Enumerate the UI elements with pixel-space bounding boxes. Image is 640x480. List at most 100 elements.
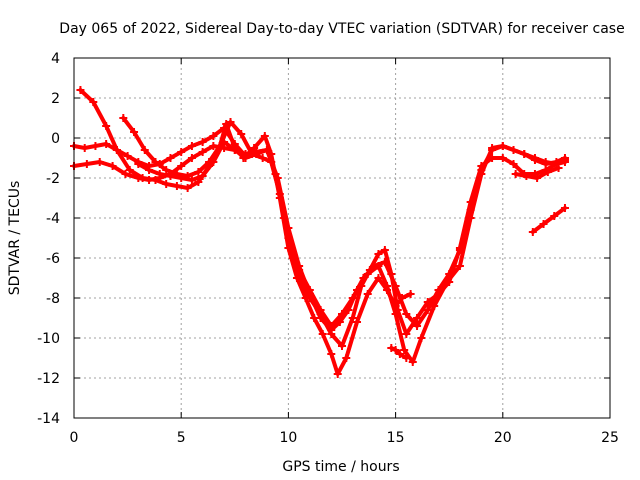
data-point — [125, 166, 134, 174]
data-point — [318, 330, 327, 338]
data-point — [560, 158, 569, 166]
data-point — [151, 158, 160, 166]
data-point — [134, 160, 143, 168]
data-point — [380, 258, 389, 266]
data-point — [560, 204, 569, 212]
data-point — [391, 282, 400, 290]
data-point — [541, 158, 550, 166]
data-point — [102, 140, 111, 148]
data-point — [327, 322, 336, 330]
y-tick-label: -12 — [37, 371, 60, 387]
data-point — [374, 250, 383, 258]
data-point — [509, 146, 518, 154]
data-point — [477, 166, 486, 174]
data-point — [76, 86, 85, 94]
data-point — [530, 154, 539, 162]
y-tick-label: -2 — [46, 171, 60, 187]
data-point — [119, 114, 128, 122]
data-point — [284, 234, 293, 242]
data-point — [455, 262, 464, 270]
data-point — [177, 174, 186, 182]
y-tick-label: -10 — [37, 331, 60, 347]
data-point — [198, 138, 207, 146]
data-point — [162, 180, 171, 188]
data-point — [95, 158, 104, 166]
y-tick-label: -4 — [46, 211, 60, 227]
data-point — [400, 346, 409, 354]
data-point — [402, 330, 411, 338]
data-point — [498, 154, 507, 162]
data-point — [466, 206, 475, 214]
data-point — [391, 310, 400, 318]
data-point — [140, 146, 149, 154]
data-point — [145, 176, 154, 184]
data-point — [316, 314, 325, 322]
data-point — [177, 148, 186, 156]
data-point — [295, 266, 304, 274]
x-tick-label: 0 — [70, 430, 79, 446]
data-point — [262, 146, 271, 154]
data-point — [172, 182, 181, 190]
data-point — [391, 346, 400, 354]
data-point — [162, 166, 171, 174]
data-point — [402, 310, 411, 318]
data-point — [166, 172, 175, 180]
y-axis-title: SDTVAR / TECUs — [7, 181, 23, 296]
data-point — [121, 170, 130, 178]
data-point — [145, 166, 154, 174]
data-point — [220, 138, 229, 146]
data-point — [241, 154, 250, 162]
x-tick-label: 15 — [387, 430, 405, 446]
series-line-track-7 — [530, 206, 567, 234]
data-point — [520, 150, 529, 158]
data-point — [342, 354, 351, 362]
data-point — [511, 170, 520, 178]
data-point — [252, 150, 261, 158]
x-axis-title: GPS time / hours — [282, 459, 399, 475]
data-point — [509, 160, 518, 168]
data-point — [209, 158, 218, 166]
data-point — [187, 154, 196, 162]
ticks: 0 5 10 15 20 25 -14 -12 -10 -8 -6 -4 -2 0 2 4 — [37, 51, 619, 446]
series-line-track-1 — [78, 88, 413, 376]
data-point — [380, 246, 389, 254]
data-point — [543, 168, 552, 176]
data-point — [260, 132, 269, 140]
x-tick-label: 10 — [279, 430, 297, 446]
data-point — [533, 174, 542, 182]
data-point — [194, 168, 203, 176]
data-point — [134, 174, 143, 182]
data-point — [434, 286, 443, 294]
data-point — [327, 350, 336, 358]
plot-frame — [73, 57, 611, 419]
data-point — [226, 118, 235, 126]
data-point — [413, 322, 422, 330]
data-point — [80, 144, 89, 152]
data-point — [209, 132, 218, 140]
data-point — [408, 358, 417, 366]
data-point — [488, 146, 497, 154]
data-point — [363, 290, 372, 298]
data-point — [402, 354, 411, 362]
data-point — [370, 262, 379, 270]
data-point — [423, 306, 432, 314]
data-point — [395, 350, 404, 358]
data-point — [230, 146, 239, 154]
data-point — [316, 306, 325, 314]
data-point — [112, 146, 121, 154]
data-point — [333, 370, 342, 378]
data-point — [123, 152, 132, 160]
y-tick-label: -8 — [46, 291, 60, 307]
data-point — [348, 314, 357, 322]
data-point — [102, 122, 111, 130]
y-tick-label: 0 — [51, 131, 60, 147]
data-point — [187, 142, 196, 150]
data-point — [166, 154, 175, 162]
y-tick-label: -6 — [46, 251, 60, 267]
data-point — [522, 172, 531, 180]
series-layer — [70, 86, 569, 378]
data-point — [387, 344, 396, 352]
data-point — [177, 162, 186, 170]
data-point — [258, 154, 267, 162]
